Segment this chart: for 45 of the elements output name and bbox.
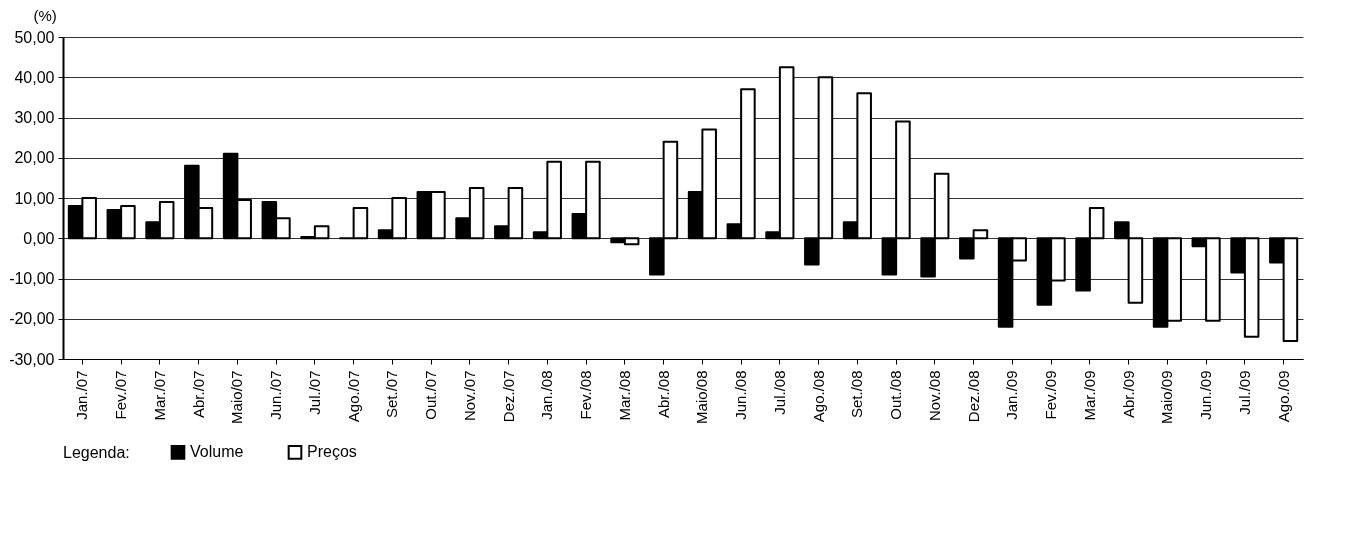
legend-label: Preços	[307, 443, 357, 461]
x-tick-label: Out./08	[887, 370, 905, 420]
y-tick-label: 20,00	[14, 149, 55, 167]
x-tick-label: Mar./08	[615, 370, 633, 421]
x-tick-label: Dez./08	[964, 370, 982, 423]
x-tick-label: Mar./07	[150, 370, 168, 421]
x-tick-label: Maio/07	[228, 370, 246, 424]
y-tick-label: -10,00	[9, 270, 55, 287]
x-tick-label: Set./08	[848, 370, 866, 419]
x-tick-label: Jan./07	[73, 370, 91, 420]
y-tick-label: 40,00	[14, 68, 55, 86]
x-tick-label: Ago./09	[1274, 370, 1292, 423]
x-tick-label: Fev./09	[1042, 370, 1060, 420]
y-tick-label: -20,00	[9, 310, 55, 328]
x-tick-label: Out./07	[422, 370, 440, 420]
x-tick-label: Fev./07	[112, 370, 130, 420]
x-tick-label: Jul./09	[1235, 370, 1253, 415]
x-tick-label: Nov./07	[460, 370, 478, 422]
x-tick-label: Abr./07	[189, 370, 207, 419]
x-tick-label: Abr./09	[1119, 370, 1137, 419]
y-tick-label: 0,00	[23, 229, 55, 247]
y-axis-title: (%)	[33, 6, 57, 24]
y-tick-label: 50,00	[14, 28, 55, 46]
y-tick-label: 30,00	[14, 109, 55, 126]
x-tick-label: Jul./07	[305, 370, 323, 415]
legend-label: Volume	[190, 443, 244, 461]
x-tick-label: Ago./08	[809, 370, 827, 423]
x-tick-label: Maio/09	[1158, 370, 1176, 424]
x-tick-label: Jun./09	[1197, 370, 1215, 420]
x-tick-label: Jun./08	[732, 370, 750, 420]
x-tick-label: Jan./09	[1003, 370, 1021, 420]
x-tick-label: Fev./08	[577, 370, 595, 420]
x-tick-label: Ago./07	[344, 370, 362, 423]
x-tick-label: Jun./07	[267, 370, 285, 420]
x-tick-label: Jan./08	[538, 370, 556, 420]
x-tick-label: Nov./08	[925, 370, 943, 422]
x-tick-label: Maio/08	[693, 370, 711, 424]
x-tick-label: Abr./08	[654, 370, 672, 419]
x-tick-label: Jul./08	[770, 370, 788, 415]
legend-title: Legenda:	[63, 444, 130, 461]
y-tick-label: -30,00	[9, 350, 55, 368]
x-tick-label: Mar./09	[1080, 370, 1098, 421]
y-tick-label: 10,00	[14, 189, 55, 207]
x-tick-label: Set./07	[383, 370, 401, 419]
x-tick-label: Dez./07	[499, 370, 517, 423]
